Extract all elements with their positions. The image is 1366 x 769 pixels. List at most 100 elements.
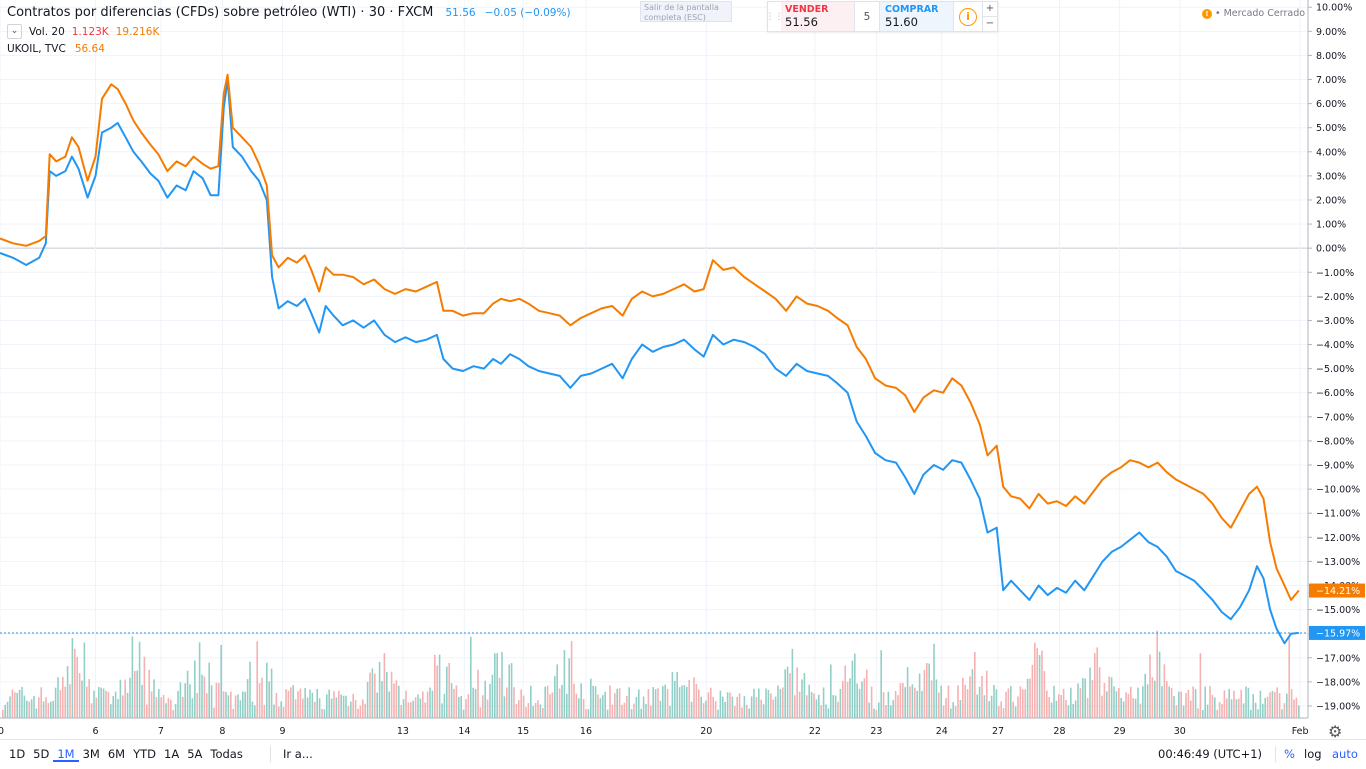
y-tick-label: 2.00% xyxy=(1316,195,1346,206)
volume-bar xyxy=(640,708,642,718)
volume-bar xyxy=(666,688,669,718)
volume-bar xyxy=(1074,700,1077,718)
range-button-1m[interactable]: 1M xyxy=(53,740,79,762)
volume-bar xyxy=(261,677,263,718)
volume-bar xyxy=(854,653,856,718)
volume-bar xyxy=(1295,697,1298,718)
exit-fullscreen-button[interactable]: Salir de la pantalla completa (ESC) xyxy=(640,1,732,22)
volume-bar xyxy=(1120,697,1122,718)
volume-bar xyxy=(791,648,794,718)
percent-scale-toggle[interactable]: % xyxy=(1284,747,1295,761)
x-tick-label: 27 xyxy=(992,726,1004,737)
info-button[interactable]: i xyxy=(954,2,983,31)
sell-button[interactable]: VENDER 51.56 xyxy=(781,2,855,31)
volume-bar xyxy=(323,709,326,718)
increase-button[interactable]: + xyxy=(983,2,997,17)
volume-bar xyxy=(923,669,926,718)
symbol-title[interactable]: Contratos por diferencias (CFDs) sobre p… xyxy=(7,5,434,20)
drag-handle-icon[interactable]: ⋮⋮ xyxy=(765,11,784,22)
market-status[interactable]: ! • Mercado Cerrado xyxy=(1202,8,1305,19)
volume-bar xyxy=(1199,653,1202,718)
y-tick-label: −5.00% xyxy=(1316,364,1354,375)
volume-bar xyxy=(1115,691,1118,718)
x-tick-label: 28 xyxy=(1053,726,1065,737)
y-tick-label: 5.00% xyxy=(1316,123,1346,134)
settings-gear-icon[interactable]: ⚙ xyxy=(1328,722,1343,741)
volume-bar xyxy=(693,677,695,718)
volume-bar xyxy=(244,691,246,718)
log-scale-toggle[interactable]: log xyxy=(1304,747,1322,761)
price-chart[interactable]: 10.00% 9.00% 8.00% 7.00% 6.00% 5.00% 4.00% 3.00… xyxy=(0,0,1366,739)
y-tick-label: −1.00% xyxy=(1316,268,1354,279)
volume-bar xyxy=(150,691,153,718)
range-button-ytd[interactable]: YTD xyxy=(133,747,156,761)
volume-bar xyxy=(189,684,191,718)
y-tick-label: −2.00% xyxy=(1316,292,1354,303)
volume-bar xyxy=(575,693,578,718)
volume-bar xyxy=(1113,686,1115,718)
volume-bar xyxy=(539,704,542,718)
volume-bar xyxy=(242,691,244,718)
goto-date-button[interactable]: Ir a... xyxy=(283,747,313,761)
volume-bar xyxy=(1235,699,1238,718)
volume-bar xyxy=(767,689,770,718)
volume-bar xyxy=(818,694,820,718)
y-tick-label: −6.00% xyxy=(1316,388,1354,399)
range-button-1a[interactable]: 1A xyxy=(164,747,180,761)
volume-bar xyxy=(918,673,921,718)
auto-scale-toggle[interactable]: auto xyxy=(1332,747,1358,761)
volume-bar xyxy=(990,695,993,718)
volume-bar xyxy=(1137,687,1139,718)
buy-button[interactable]: COMPRAR 51.60 xyxy=(880,2,954,31)
range-button-5d[interactable]: 5D xyxy=(33,747,50,761)
compare-symbol-label[interactable]: UKOIL, TVC xyxy=(7,43,66,55)
volume-bar xyxy=(909,686,911,718)
volume-bar xyxy=(268,681,270,718)
volume-bar xyxy=(542,707,544,718)
volume-bar xyxy=(1233,690,1235,718)
range-button-1d[interactable]: 1D xyxy=(9,747,26,761)
volume-bar xyxy=(1091,680,1094,718)
volume-bar xyxy=(986,670,988,718)
bottom-toolbar: 1D 5D 1M 3M 6M YTD 1A 5A Todas Ir a... 00:46:49 … xyxy=(0,739,1366,769)
y-tick-label: −3.00% xyxy=(1316,316,1354,327)
volume-bar xyxy=(119,679,122,718)
volume-bar xyxy=(844,665,846,718)
volume-bar xyxy=(863,678,866,718)
market-status-label: Mercado Cerrado xyxy=(1223,8,1306,19)
volume-label[interactable]: Vol. 20 xyxy=(29,25,65,38)
collapse-chevron-icon[interactable]: ⌄ xyxy=(7,24,22,39)
volume-bar xyxy=(714,701,717,718)
range-button-5a[interactable]: 5A xyxy=(187,747,203,761)
range-button-todas[interactable]: Todas xyxy=(210,747,243,761)
volume-bar xyxy=(98,687,100,718)
volume-bar xyxy=(206,693,208,718)
range-button-6m[interactable]: 6M xyxy=(107,747,126,761)
volume-bar xyxy=(9,696,11,718)
volume-bar xyxy=(501,651,503,718)
range-button-3m[interactable]: 3M xyxy=(82,747,100,761)
volume-bar xyxy=(563,650,566,718)
volume-bar xyxy=(378,662,381,718)
volume-bar xyxy=(587,709,590,718)
volume-bar xyxy=(210,685,213,718)
clock-timezone[interactable]: 00:46:49 (UTC+1) xyxy=(1158,747,1263,761)
volume-bar xyxy=(203,676,206,718)
volume-bar xyxy=(842,680,844,718)
volume-bar xyxy=(1223,690,1226,718)
volume-bar xyxy=(1211,694,1214,718)
decrease-button[interactable]: − xyxy=(985,18,995,29)
divider xyxy=(1275,746,1276,762)
volume-bar xyxy=(263,704,266,718)
volume-bar xyxy=(400,705,402,718)
volume-bar xyxy=(544,686,546,718)
volume-bar xyxy=(834,695,837,718)
volume-bar xyxy=(779,689,782,718)
volume-bar xyxy=(681,685,683,718)
volume-bar xyxy=(803,672,806,718)
volume-bar xyxy=(652,687,654,718)
volume-bar xyxy=(122,695,124,718)
volume-bar xyxy=(486,699,489,718)
volume-bar xyxy=(1288,636,1290,718)
volume-bar xyxy=(1084,678,1086,718)
